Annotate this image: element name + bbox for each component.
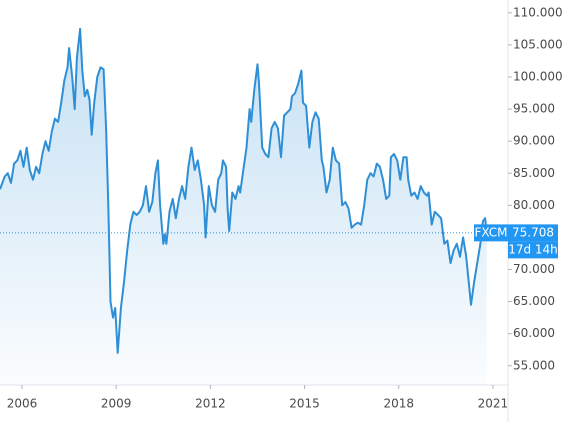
symbol-badge	[474, 224, 508, 242]
y-tick-label: 110.000	[513, 5, 563, 19]
x-tick-label: 2012	[195, 397, 226, 411]
symbol-label: FXCM	[475, 225, 508, 239]
y-tick-label: 85.000	[513, 166, 555, 180]
y-tick-label: 95.000	[513, 102, 555, 116]
countdown-badge	[508, 241, 558, 259]
x-tick-label: 2015	[289, 397, 320, 411]
price-badge	[508, 224, 558, 242]
area	[0, 28, 487, 386]
y-tick-label: 60.000	[513, 326, 555, 340]
y-tick-label: 100.000	[513, 70, 563, 84]
y-tick-label: 55.000	[513, 358, 555, 372]
price-line	[0, 27, 488, 354]
x-tick-label: 2009	[101, 397, 132, 411]
y-tick-label: 105.000	[513, 37, 563, 51]
y-tick-label: 80.000	[513, 198, 555, 212]
x-tick-label: 2021	[478, 397, 509, 411]
y-tick-label: 70.000	[513, 262, 555, 276]
y-tick-label: 90.000	[513, 134, 555, 148]
countdown-label: 17d 14h	[508, 242, 558, 256]
y-tick-label: 65.000	[513, 294, 555, 308]
x-tick-label: 2006	[7, 397, 38, 411]
price-label: 75.708	[512, 225, 554, 239]
x-tick-label: 2018	[383, 397, 414, 411]
